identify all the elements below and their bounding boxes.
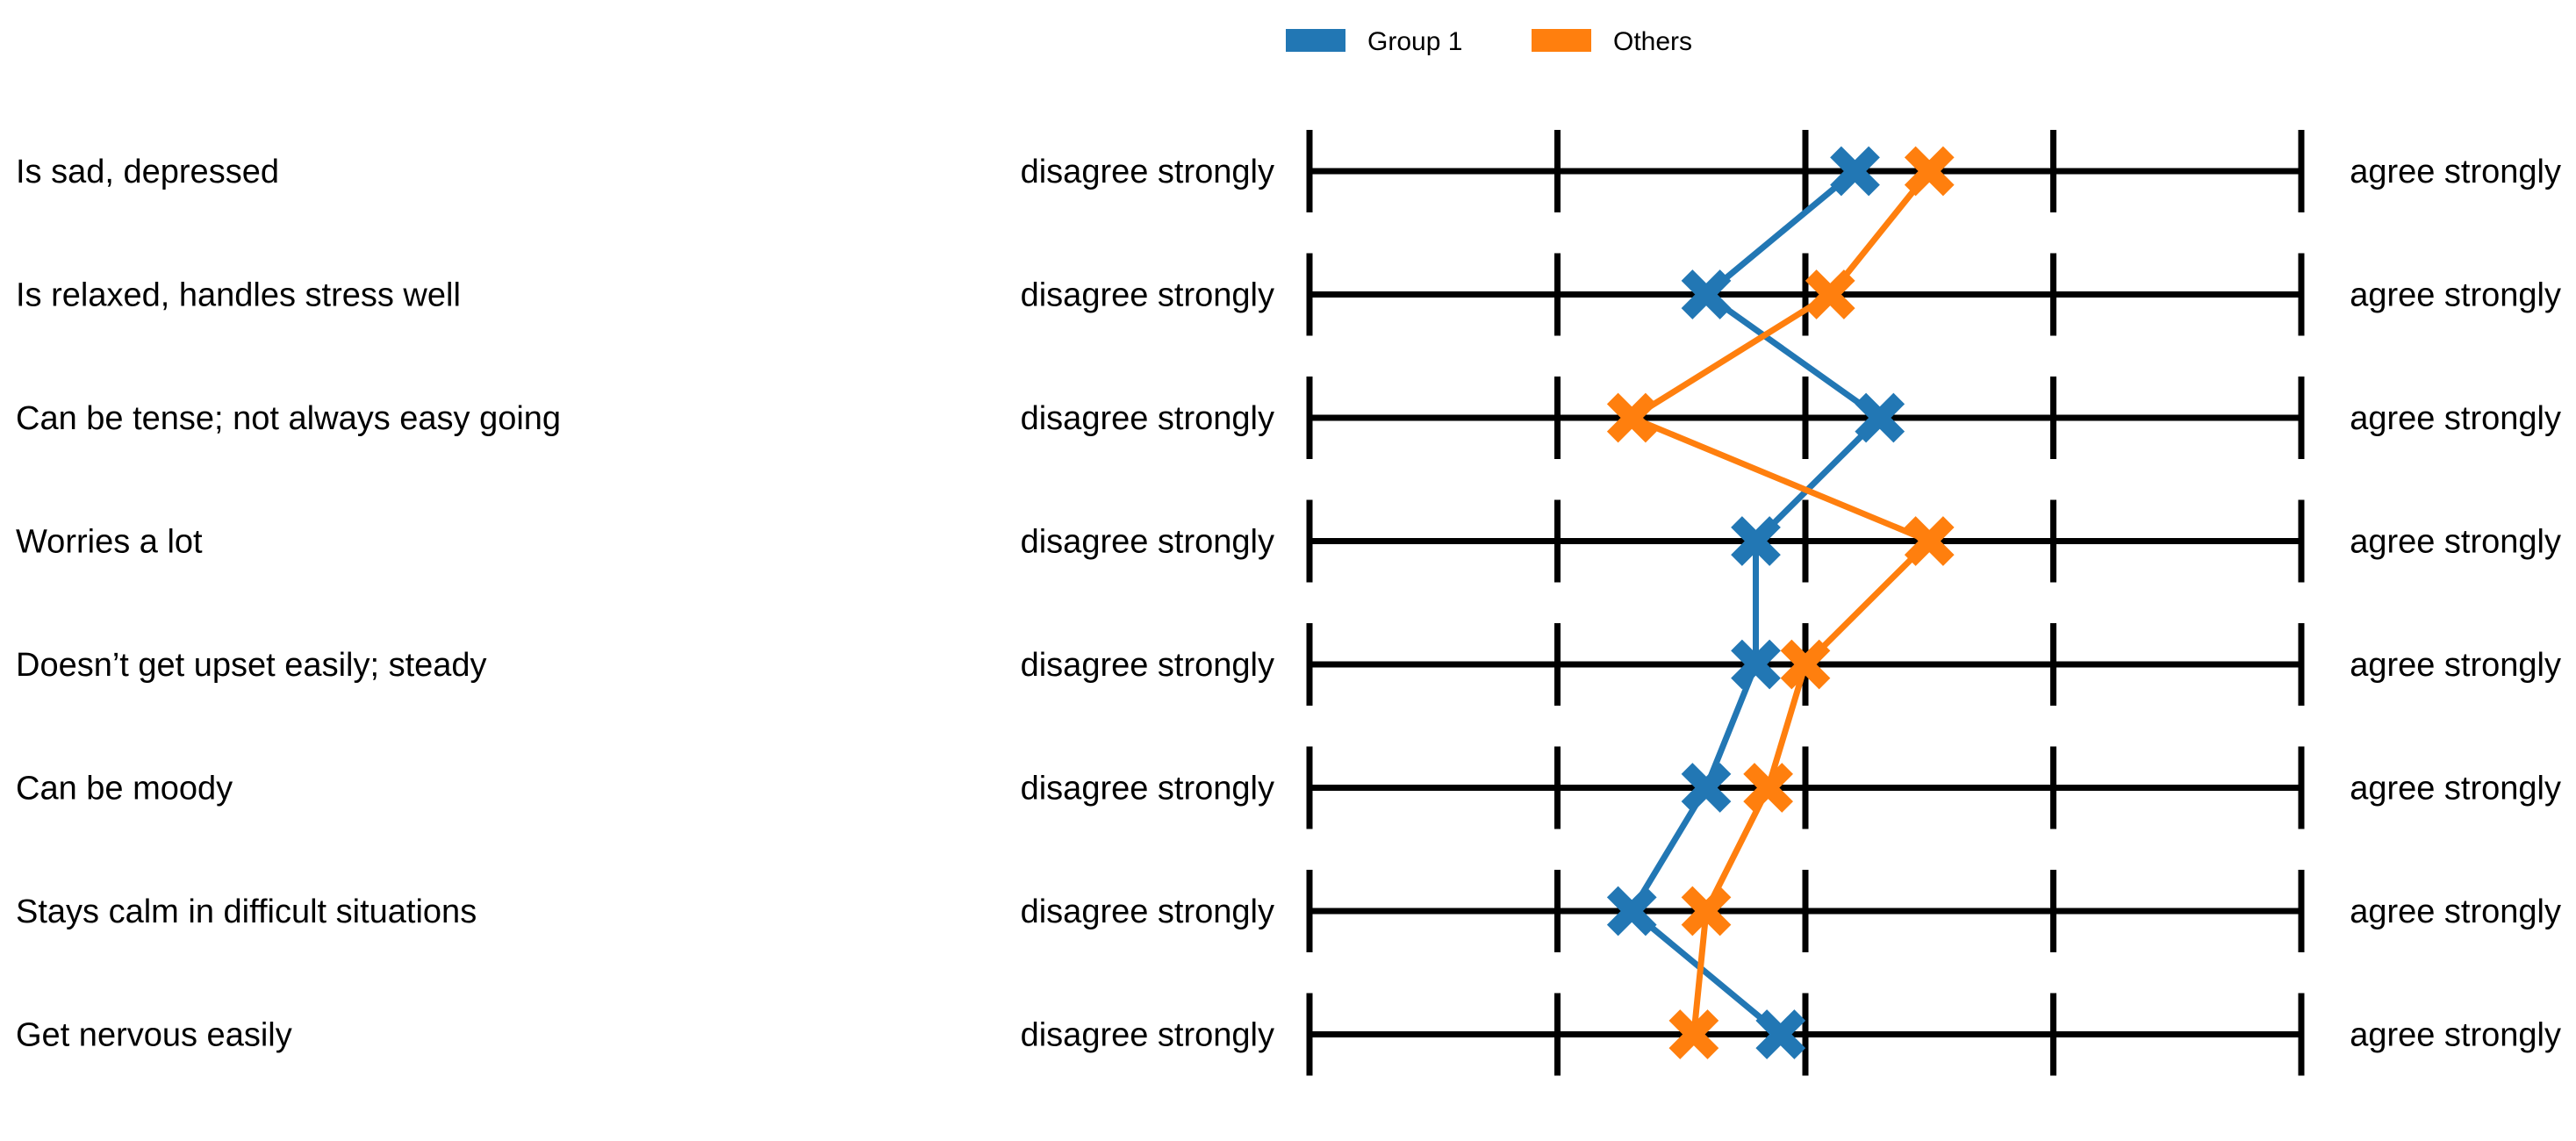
legend-swatch-0: [1286, 29, 1345, 52]
item-label: Doesn’t get upset easily; steady: [16, 647, 487, 684]
data-point-marker: [1731, 639, 1781, 690]
data-point-marker: [1743, 763, 1793, 813]
item-label: Is relaxed, handles stress well: [16, 277, 461, 314]
right-anchor-label: agree strongly: [2350, 647, 2561, 684]
item-label: Can be moody: [16, 771, 233, 807]
left-anchor-label: disagree strongly: [1021, 771, 1274, 807]
data-point-marker: [1731, 516, 1781, 566]
right-anchor-label: agree strongly: [2350, 154, 2561, 190]
left-anchor-label: disagree strongly: [1021, 647, 1274, 684]
data-point-marker: [1606, 392, 1657, 443]
data-point-marker: [1904, 146, 1955, 197]
scale-rows: Is sad, depressed disagree strongly agree …: [16, 130, 2561, 1076]
right-anchor-label: agree strongly: [2350, 400, 2561, 437]
data-point-marker: [1830, 146, 1880, 197]
item-label: Worries a lot: [16, 524, 203, 561]
scale-row-7: Get nervous easily disagree strongly agree…: [16, 993, 2561, 1076]
scale-row-0: Is sad, depressed disagree strongly agree …: [16, 130, 2561, 212]
left-anchor-label: disagree strongly: [1021, 893, 1274, 930]
legend-label-0: Group 1: [1367, 27, 1462, 56]
data-point-marker: [1805, 269, 1855, 319]
left-anchor-label: disagree strongly: [1021, 1017, 1274, 1054]
scale-row-2: Can be tense; not always easy going disag…: [16, 377, 2561, 459]
data-point-marker: [1606, 886, 1657, 936]
right-anchor-label: agree strongly: [2350, 771, 2561, 807]
right-anchor-label: agree strongly: [2350, 1017, 2561, 1054]
scale-row-3: Worries a lot disagree strongly agree stro…: [16, 499, 2561, 583]
right-anchor-label: agree strongly: [2350, 277, 2561, 314]
data-point-marker: [1855, 392, 1905, 443]
data-point-marker: [1780, 639, 1831, 690]
scale-row-1: Is relaxed, handles stress well disagree …: [16, 253, 2561, 336]
legend-entry-0: Group 1: [1286, 27, 1462, 56]
item-label: Can be tense; not always easy going: [16, 400, 561, 437]
scale-row-5: Can be moody disagree strongly agree stron…: [16, 746, 2561, 829]
legend-swatch-1: [1532, 29, 1591, 52]
right-anchor-label: agree strongly: [2350, 524, 2561, 561]
data-point-marker: [1681, 269, 1732, 319]
item-label: Stays calm in difficult situations: [16, 893, 477, 930]
data-point-marker: [1681, 763, 1732, 813]
data-point-marker: [1681, 886, 1732, 936]
data-point-marker: [1668, 1009, 1719, 1059]
series-layer: [1606, 146, 1955, 1059]
left-anchor-label: disagree strongly: [1021, 400, 1274, 437]
legend-entry-1: Others: [1532, 27, 1692, 56]
scale-row-6: Stays calm in difficult situations disagr…: [16, 870, 2561, 952]
left-anchor-label: disagree strongly: [1021, 277, 1274, 314]
series-1: [1628, 169, 1933, 1035]
left-anchor-label: disagree strongly: [1021, 154, 1274, 190]
series-line-1: [1628, 169, 1933, 1035]
right-anchor-label: agree strongly: [2350, 893, 2561, 930]
legend-label-1: Others: [1613, 27, 1692, 56]
scale-row-4: Doesn’t get upset easily; steady disagree…: [16, 623, 2561, 706]
series-markers-1: [1606, 146, 1955, 1059]
item-label: Get nervous easily: [16, 1017, 292, 1054]
left-anchor-label: disagree strongly: [1021, 524, 1274, 561]
data-point-marker: [1904, 516, 1955, 566]
data-point-marker: [1755, 1009, 1806, 1059]
series-markers-0: [1606, 146, 1905, 1059]
legend: Group 1 Others: [1286, 27, 1692, 56]
item-label: Is sad, depressed: [16, 154, 279, 190]
